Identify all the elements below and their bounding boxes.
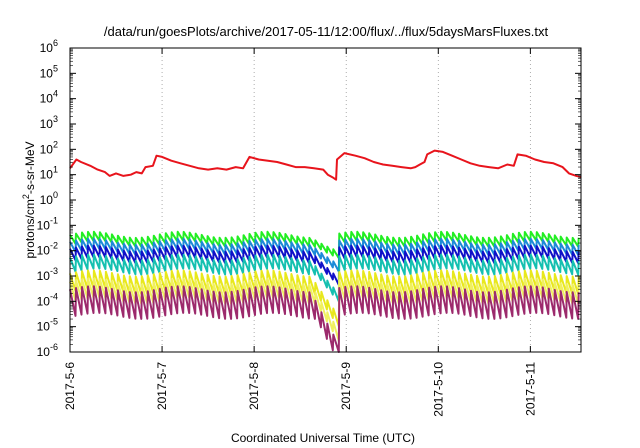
series-line	[69, 285, 580, 353]
x-tick-label: 2017-5-6	[63, 362, 77, 410]
y-tick-label: 102	[40, 139, 58, 156]
y-tick-label: 10-4	[37, 291, 58, 308]
series-line	[69, 253, 580, 303]
series-line	[69, 149, 582, 181]
x-tick-label: 2017-5-8	[247, 362, 261, 410]
series-line	[69, 230, 580, 260]
x-tick-label: 2017-5-11	[523, 362, 537, 416]
y-tick-label: 10-1	[37, 215, 58, 232]
y-axis: 10-6 10-5 10-4 10-3 10-2 10-1 100 101 102 103 104 1…	[37, 38, 581, 359]
x-axis-label: Coordinated Universal Time (UTC)	[231, 431, 415, 445]
y-tick-label: 10-2	[37, 241, 58, 258]
series-group	[69, 149, 582, 353]
x-tick-label: 2017-5-10	[431, 362, 445, 417]
y-tick-label: 10-5	[37, 317, 58, 334]
chart-title: /data/run/goesPlots/archive/2017-05-11/1…	[104, 24, 549, 39]
x-tick-label: 2017-5-7	[155, 362, 169, 410]
y-tick-label: 101	[40, 165, 58, 182]
y-tick-label: 100	[40, 190, 58, 207]
y-tick-label: 106	[40, 38, 58, 55]
x-axis: 2017-5-6 2017-5-7 2017-5-8 2017-5-9 2017-5-1…	[63, 48, 537, 417]
y-tick-label: 10-6	[37, 342, 58, 359]
y-axis-label: protons/cm2-s-sr-MeV	[21, 141, 37, 258]
y-tick-label: 103	[40, 114, 58, 131]
y-tick-label: 10-3	[37, 266, 58, 283]
series-line	[69, 244, 580, 286]
grid-lines	[161, 48, 531, 352]
series-line	[69, 277, 580, 342]
y-tick-label: 104	[40, 89, 58, 106]
series-line	[69, 269, 580, 328]
x-tick-label: 2017-5-9	[339, 362, 353, 410]
series-line	[69, 237, 580, 273]
y-tick-label: 105	[40, 63, 58, 80]
